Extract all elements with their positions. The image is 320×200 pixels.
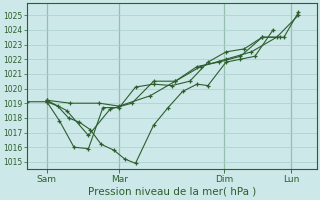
X-axis label: Pression niveau de la mer( hPa ): Pression niveau de la mer( hPa ) — [88, 187, 256, 197]
